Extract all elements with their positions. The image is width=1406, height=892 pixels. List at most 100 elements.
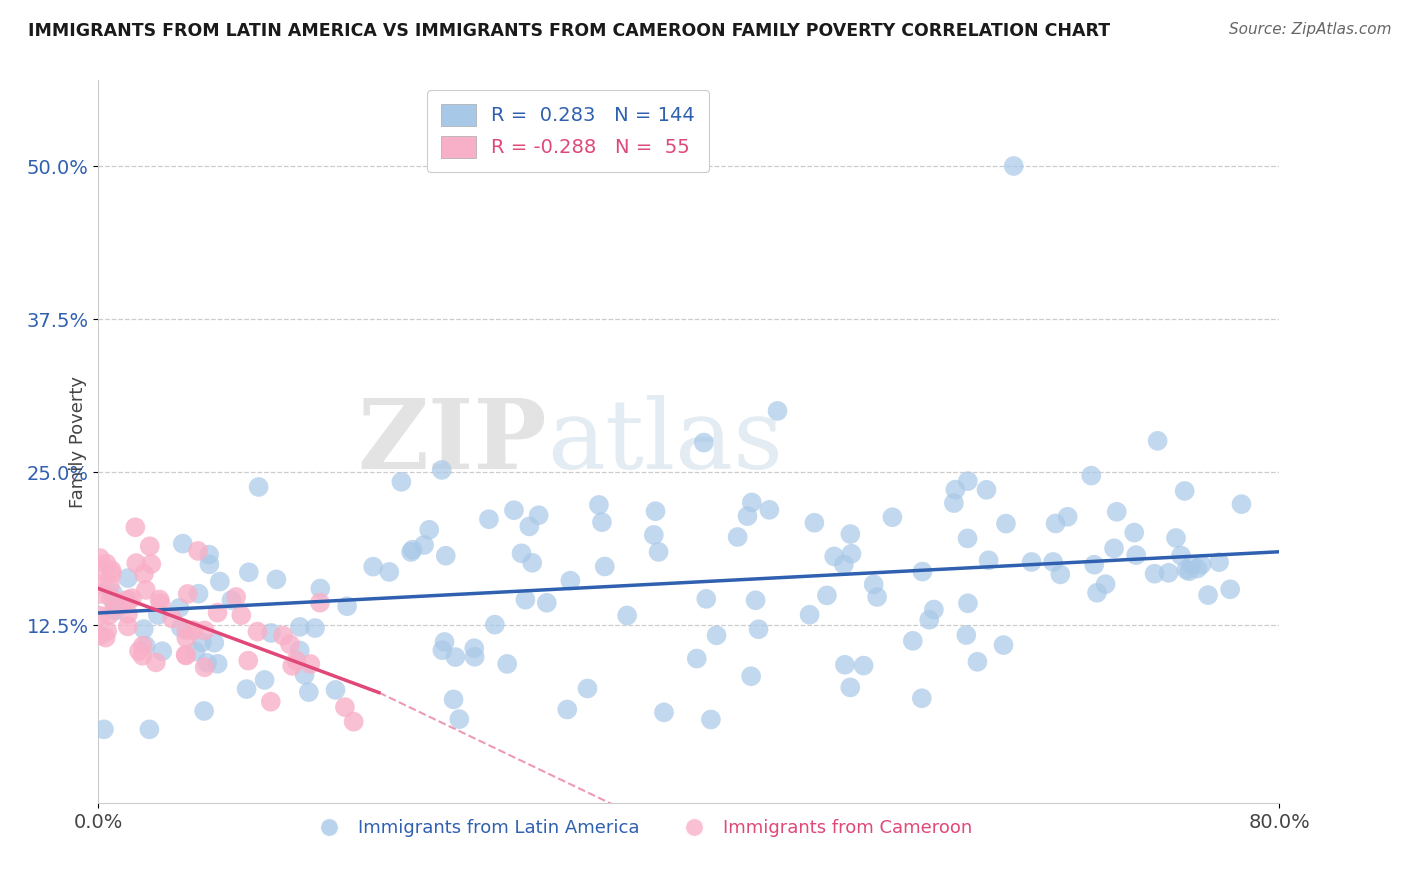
Point [1170,549,1192,563]
Point [515,592,537,607]
Point [124,520,146,534]
Point [1181,558,1204,572]
Point [1002,159,1025,173]
Point [117,619,139,633]
Point [430,463,453,477]
Point [100,563,122,577]
Point [737,509,759,524]
Point [443,692,465,706]
Point [1157,566,1180,580]
Point [128,644,150,658]
Point [246,624,269,639]
Point [744,593,766,607]
Point [187,544,209,558]
Point [1219,582,1241,597]
Point [89,628,111,642]
Point [976,483,998,497]
Point [652,706,675,720]
Point [977,553,1000,567]
Point [285,653,308,667]
Point [389,475,412,489]
Text: atlas: atlas [547,394,783,489]
Point [686,651,709,665]
Point [135,639,157,653]
Point [399,545,422,559]
Point [278,637,301,651]
Point [260,695,283,709]
Point [911,691,934,706]
Point [799,607,821,622]
Point [401,542,423,557]
Point [517,519,540,533]
Point [148,592,170,607]
Point [253,673,276,687]
Point [104,604,127,618]
Point [93,723,115,737]
Point [901,633,924,648]
Point [138,723,160,737]
Point [266,573,288,587]
Point [560,574,582,588]
Y-axis label: Family Poverty: Family Poverty [69,376,87,508]
Point [955,628,977,642]
Point [1049,567,1071,582]
Point [238,566,260,580]
Text: IMMIGRANTS FROM LATIN AMERICA VS IMMIGRANTS FROM CAMEROON FAMILY POVERTY CORRELA: IMMIGRANTS FROM LATIN AMERICA VS IMMIGRA… [28,22,1111,40]
Point [841,547,863,561]
Point [183,623,205,637]
Point [956,532,979,546]
Point [238,654,260,668]
Point [1094,577,1116,591]
Point [478,512,501,526]
Point [150,644,173,658]
Point [591,515,613,529]
Point [336,599,359,614]
Point [748,622,770,636]
Point [89,577,111,591]
Point [522,556,544,570]
Point [434,549,457,563]
Point [187,587,209,601]
Point [149,596,172,610]
Point [741,495,763,509]
Point [176,623,198,637]
Point [643,528,665,542]
Point [125,556,148,570]
Point [117,571,139,585]
Point [693,435,716,450]
Point [432,643,454,657]
Point [527,508,550,523]
Point [496,657,519,671]
Legend: Immigrants from Latin America, Immigrants from Cameroon: Immigrants from Latin America, Immigrant… [304,812,980,845]
Point [1125,548,1147,562]
Point [616,608,638,623]
Point [288,643,311,657]
Point [96,557,118,571]
Point [993,638,1015,652]
Point [94,631,117,645]
Point [815,589,838,603]
Point [943,483,966,497]
Point [170,621,193,635]
Point [89,608,111,623]
Point [484,617,506,632]
Point [135,582,157,597]
Point [260,626,283,640]
Point [1189,558,1212,572]
Point [834,657,856,672]
Point [1085,586,1108,600]
Point [195,656,218,670]
Point [174,648,197,662]
Point [832,558,855,572]
Point [433,635,456,649]
Point [510,546,533,560]
Point [309,596,332,610]
Point [1080,468,1102,483]
Point [1045,516,1067,531]
Point [418,523,440,537]
Point [1105,505,1128,519]
Point [299,657,322,671]
Point [942,496,965,510]
Point [198,558,221,572]
Point [132,639,155,653]
